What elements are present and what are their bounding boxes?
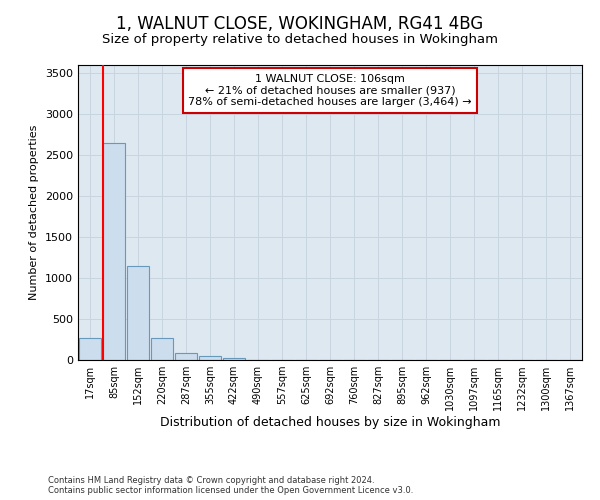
Text: 1, WALNUT CLOSE, WOKINGHAM, RG41 4BG: 1, WALNUT CLOSE, WOKINGHAM, RG41 4BG	[116, 15, 484, 33]
Bar	[175, 354, 197, 360]
Bar	[199, 356, 221, 360]
Bar	[103, 143, 125, 360]
Text: 1 WALNUT CLOSE: 106sqm
← 21% of detached houses are smaller (937)
78% of semi-de: 1 WALNUT CLOSE: 106sqm ← 21% of detached…	[188, 74, 472, 107]
Text: Size of property relative to detached houses in Wokingham: Size of property relative to detached ho…	[102, 32, 498, 46]
Bar	[79, 338, 101, 360]
Text: Contains HM Land Registry data © Crown copyright and database right 2024.
Contai: Contains HM Land Registry data © Crown c…	[48, 476, 413, 495]
Y-axis label: Number of detached properties: Number of detached properties	[29, 125, 40, 300]
Bar	[223, 358, 245, 360]
Bar	[151, 338, 173, 360]
X-axis label: Distribution of detached houses by size in Wokingham: Distribution of detached houses by size …	[160, 416, 500, 429]
Bar	[127, 266, 149, 360]
